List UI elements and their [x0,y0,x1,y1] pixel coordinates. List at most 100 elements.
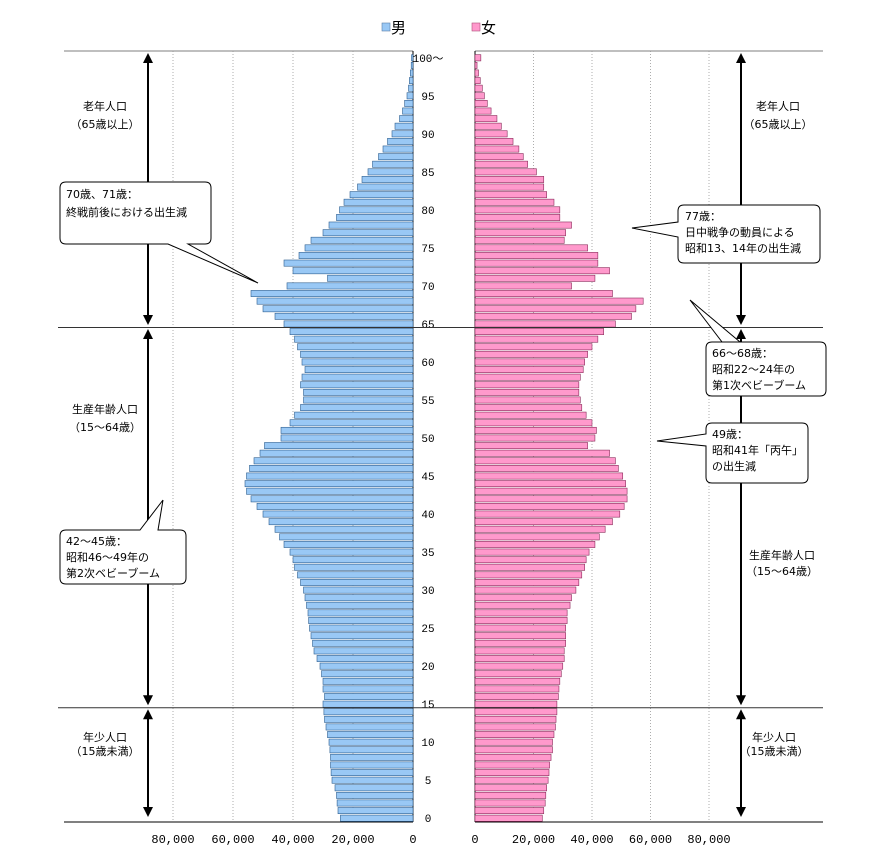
age-tick-label: 80 [421,206,434,218]
arrow-head-down [736,315,746,326]
male-bar-age-25 [309,624,414,632]
age-tick-label: 55 [421,396,434,408]
female-bar-age-42 [474,495,628,503]
callout-66-line3: 第1次ベビーブーム [712,378,806,392]
x-tick-female: 0 [471,833,478,847]
female-bar-age-72 [474,267,610,275]
female-bar-age-63 [474,335,599,343]
arrow-elderly-right [736,53,746,326]
female-bar-age-86 [474,160,528,168]
male-bar-age-53 [294,411,414,419]
female-bar-age-57 [474,381,580,389]
male-bar-age-74 [298,252,414,259]
female-bar-age-2 [474,799,546,807]
male-bar-age-80 [339,206,414,214]
male-bar-age-63 [294,335,414,343]
female-bar-age-40 [474,510,621,518]
age-tick-label: 20 [421,662,434,674]
age-tick-label: 60 [421,358,434,370]
callout-49-line2: 昭和41年「丙午」 [712,443,803,457]
female-bar-age-16 [474,693,559,700]
female-bar-age-45 [474,472,624,480]
female-bar-age-37 [474,533,600,541]
female-bar-age-61 [474,350,588,358]
x-tick-male: 60,000 [211,833,254,847]
male-bar-age-6 [330,769,414,776]
arrow-head-down [143,695,153,706]
male-bar-age-24 [310,632,414,640]
arrow-head-down [736,807,746,817]
male-bar-age-20 [319,662,414,670]
female-bar-age-27 [474,609,568,617]
callout-77: 77歳： 日中戦争の動員による 昭和13、14年の出生減 [631,204,821,264]
female-bar-age-93 [474,107,492,115]
male-bar-age-41 [256,503,414,510]
female-bar-age-50 [474,434,596,442]
x-tick-male: 20,000 [331,833,374,847]
callout-66-68: 66～68歳： 昭和22～24年の 第1次ベビーブーム [689,299,827,397]
female-bar-age-33 [474,563,585,571]
male-bar-age-44 [244,480,414,488]
male-bar-age-2 [336,799,414,807]
female-bar-age-43 [474,487,628,495]
female-bar-age-82 [474,191,547,199]
female-bar-age-96 [474,84,483,92]
male-bar-age-50 [280,434,414,442]
male-bar-age-14 [323,708,414,716]
age-tick-label: 95 [421,92,434,104]
youth-label-right: 年少人口 [752,730,796,744]
male-bar-age-27 [307,609,414,617]
male-bar-age-34 [292,556,414,564]
x-tick-female: 40,000 [570,833,613,847]
male-bar-age-30 [303,586,414,594]
callout-49-line1: 49歳： [712,428,748,441]
male-bar-age-72 [292,267,414,275]
callout-42-45: 42～45歳： 昭和46～49年の 第2次ベビーブーム [59,499,187,585]
male-bar-age-21 [316,655,414,662]
female-bar-age-100 [474,54,482,62]
callout-66-line1: 66～68歳： [712,347,773,360]
male-bar-age-28 [306,601,414,609]
elderly-range-right: （65歳以上） [744,118,813,131]
legend-male-swatch [381,22,391,32]
male-bar-age-9 [329,746,414,754]
female-bar-age-74 [474,252,599,259]
male-bar-age-59 [304,366,414,373]
male-bar-age-22 [313,647,414,655]
male-bar-age-89 [387,138,414,145]
male-bar-age-37 [279,533,414,541]
female-bar-age-9 [474,746,553,754]
arrow-head-up [736,709,746,720]
age-tick-label: 45 [421,472,434,484]
female-bar-age-34 [474,556,587,564]
female-bar-age-59 [474,366,584,373]
elderly-label-right: 老年人口 [756,99,800,113]
x-tick-female: 20,000 [512,833,555,847]
male-bar-age-98 [409,69,414,77]
male-bar-age-84 [361,176,414,183]
female-bar-age-18 [474,677,561,685]
male-bar-age-92 [399,115,414,123]
working-range-right: （15～64歳） [746,565,818,578]
callout-42-line2: 昭和46～49年の [66,550,149,564]
female-bar-age-49 [474,442,588,450]
male-bar-age-66 [274,312,414,320]
male-bar-age-45 [246,472,414,480]
arrow-working-left [143,329,153,706]
male-bar-age-40 [262,510,414,518]
arrow-head-down [143,807,153,817]
elderly-label-left: 老年人口 [83,99,127,113]
male-bar-age-35 [289,548,414,556]
arrow-head-up [143,709,153,720]
male-bar-age-49 [264,442,414,450]
male-bar-age-94 [404,100,414,107]
male-bar-age-69 [250,290,414,297]
male-bar-age-95 [406,92,414,100]
female-bar-age-98 [474,69,479,77]
legend-female-label: 女 [481,19,496,37]
male-bar-age-90 [391,130,414,138]
male-bar-age-3 [336,791,414,799]
female-bar-age-97 [474,77,481,85]
male-bar-age-16 [324,693,414,700]
female-bar-age-76 [474,236,565,244]
